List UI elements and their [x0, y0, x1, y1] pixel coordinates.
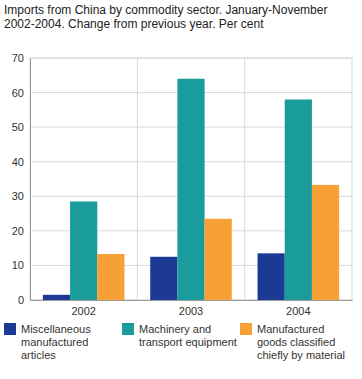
x-tick-label: 2002	[71, 305, 95, 317]
category-separator	[137, 58, 138, 300]
bar	[70, 201, 97, 300]
legend-swatch	[122, 323, 134, 335]
legend-swatch	[240, 323, 252, 335]
legend-item: Miscellaneousmanufacturedarticles	[4, 323, 91, 361]
x-tick-label: 2004	[286, 305, 310, 317]
category-separator	[244, 58, 245, 300]
plot: 0 10 20 30 40 50 60 70 2002 2003 2004	[12, 52, 353, 317]
y-tick-label: 60	[12, 87, 24, 99]
y-tick-label: 20	[12, 225, 24, 237]
legend: Miscellaneousmanufacturedarticles Machine…	[4, 323, 345, 361]
legend-label: Manufacturedgoods classifiedchiefly by m…	[257, 323, 345, 361]
y-tick-label: 70	[12, 52, 24, 64]
x-tick: 2003	[179, 300, 203, 317]
bar	[258, 253, 285, 300]
y-tick: 50	[12, 121, 30, 133]
x-tick-label: 2003	[179, 305, 203, 317]
series	[70, 79, 312, 300]
bar	[285, 99, 312, 300]
plot-frame	[30, 58, 352, 300]
legend-item: Manufacturedgoods classifiedchiefly by m…	[240, 323, 345, 361]
legend-label: Machinery andtransport equipment	[139, 323, 237, 348]
title: Imports from China by commodity sector. …	[4, 3, 327, 31]
y-tick: 60	[12, 87, 30, 99]
legend-swatch	[4, 323, 16, 335]
y-tick-label: 0	[18, 294, 24, 306]
x-axis-line	[31, 300, 353, 301]
bar	[43, 295, 70, 300]
bars	[43, 79, 339, 300]
chart-svg: Imports from China by commodity sector. …	[0, 0, 362, 379]
bar	[97, 254, 124, 300]
chart-container: Imports from China by commodity sector. …	[0, 0, 362, 379]
y-tick-label: 10	[12, 259, 24, 271]
series	[97, 185, 339, 300]
bar	[312, 185, 339, 300]
legend-item: Machinery andtransport equipment	[122, 323, 237, 348]
x-tick: 2002	[71, 300, 95, 317]
y-tick: 40	[12, 156, 30, 168]
bar	[177, 79, 204, 300]
x-tick: 2004	[286, 300, 310, 317]
y-tick-label: 50	[12, 121, 24, 133]
bar	[205, 219, 232, 300]
y-tick: 20	[12, 225, 30, 237]
y-tick: 0	[18, 294, 30, 306]
y-axis-line	[30, 59, 31, 301]
x-axis: 2002 2003 2004	[31, 300, 353, 317]
y-tick: 30	[12, 190, 30, 202]
y-tick-label: 30	[12, 190, 24, 202]
y-tick: 10	[12, 259, 30, 271]
y-axis: 0 10 20 30 40 50 60 70	[12, 52, 31, 306]
legend-label: Miscellaneousmanufacturedarticles	[21, 323, 91, 361]
y-tick-label: 40	[12, 156, 24, 168]
bar	[150, 257, 177, 300]
y-tick: 70	[12, 52, 30, 64]
